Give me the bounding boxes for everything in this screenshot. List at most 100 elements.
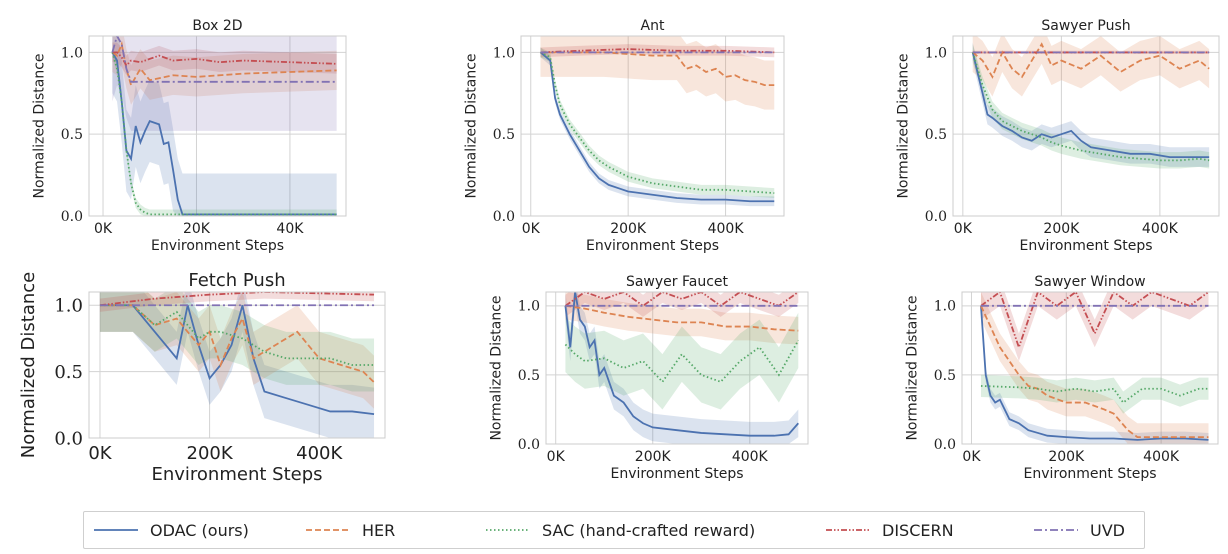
subplot-2: 0K 200K 400K 0.0 0.5 1.0 Environment Steps Norm…	[463, 18, 785, 254]
subplot-title: Sawyer Push	[1041, 18, 1130, 34]
series-line	[99, 292, 375, 307]
x-tick-label: 0K	[94, 221, 113, 237]
x-tick-label: 400K	[1142, 221, 1179, 237]
x-axis-label: Environment Steps	[1019, 238, 1152, 254]
confidence-band	[972, 42, 1210, 167]
legend-label: DISCERN	[882, 521, 954, 540]
subplot-title: Sawyer Window	[1034, 274, 1145, 290]
axes-frame	[545, 291, 809, 445]
confidence-band	[980, 292, 1209, 444]
subplot-title: Fetch Push	[188, 270, 285, 291]
figure-canvas: 0K 20K 40K 0.0 0.5 1.0 Environment Steps Normal…	[18, 18, 1220, 485]
x-tick-label: 20K	[183, 221, 211, 237]
series-line	[99, 304, 375, 416]
series-line	[540, 48, 775, 54]
y-axis-label: Normalized Distance	[18, 272, 39, 459]
confidence-band	[99, 292, 375, 392]
y-tick-label: 0.5	[493, 127, 515, 143]
plot-area	[539, 36, 775, 207]
y-tick-label: 1.0	[493, 45, 515, 61]
x-tick-label: 0K	[954, 221, 973, 237]
subplot-title: Ant	[641, 18, 665, 34]
confidence-band	[980, 374, 1209, 414]
series-line	[565, 304, 799, 332]
legend-item: ODAC (ours)	[94, 521, 249, 540]
series-line	[111, 41, 337, 88]
x-tick-label: 400K	[296, 443, 343, 464]
legend: ODAC (ours) HER SAC (hand-crafted reward) D…	[83, 511, 1145, 549]
legend-item: SAC (hand-crafted reward)	[486, 521, 755, 540]
series-line	[971, 52, 1210, 158]
legend-item: UVD	[1034, 521, 1125, 540]
y-axis-label: Normalized Distance	[463, 53, 479, 198]
series-line	[980, 292, 1210, 351]
legend-label: UVD	[1090, 521, 1125, 540]
y-tick-label: 0.0	[925, 209, 947, 225]
confidence-band	[540, 47, 775, 198]
axes-frame	[952, 35, 1220, 217]
series-line	[99, 304, 375, 383]
x-tick-label: 0K	[88, 443, 112, 464]
x-tick-label: 400K	[732, 449, 769, 465]
x-tick-label: 0K	[547, 449, 566, 465]
series-line	[980, 385, 1209, 404]
series-line	[980, 305, 1209, 438]
series-line	[111, 36, 337, 83]
y-tick-label: 1.0	[54, 296, 83, 317]
x-tick-label: 200K	[187, 443, 234, 464]
y-tick-label: 0.5	[518, 368, 540, 384]
legend-item: HER	[306, 521, 395, 540]
x-axis-label: Environment Steps	[610, 466, 743, 482]
series-line	[971, 52, 1210, 162]
subplot-3: 0K 200K 400K 0.0 0.5 1.0 Environment Steps Norm…	[895, 18, 1220, 254]
legend-label: HER	[362, 521, 395, 540]
y-axis-label: Normalized Distance	[904, 295, 920, 440]
x-tick-label: 0K	[522, 221, 541, 237]
confidence-band	[565, 292, 799, 317]
plot-area	[971, 36, 1210, 169]
x-axis-label: Environment Steps	[1023, 466, 1156, 482]
axes-frame	[88, 35, 347, 217]
confidence-band	[112, 42, 337, 76]
subplot-4: 0K 200K 400K 0.0 0.5 1.0 Environment Steps Norm…	[18, 270, 386, 485]
y-tick-label: 0.0	[61, 209, 83, 225]
confidence-band	[972, 36, 1210, 97]
x-tick-label: 0K	[962, 449, 981, 465]
series-line	[980, 305, 1209, 441]
confidence-band	[980, 292, 1209, 362]
confidence-band	[565, 312, 799, 410]
x-tick-label: 200K	[1043, 221, 1080, 237]
x-axis-label: Environment Steps	[151, 464, 322, 485]
series-line	[112, 51, 337, 67]
y-tick-label: 0.5	[934, 368, 956, 384]
plot-area	[564, 292, 800, 444]
x-tick-label: 40K	[276, 221, 304, 237]
confidence-band	[565, 292, 799, 444]
series-line	[111, 52, 337, 216]
series-line	[972, 42, 1210, 79]
x-tick-label: 400K	[1143, 449, 1180, 465]
y-tick-label: 1.0	[934, 299, 956, 315]
legend-label: ODAC (ours)	[150, 521, 249, 540]
y-tick-label: 0.0	[493, 209, 515, 225]
y-tick-label: 1.0	[61, 45, 83, 61]
series-line	[564, 339, 800, 384]
y-tick-label: 1.0	[925, 45, 947, 61]
subplot-title: Box 2D	[192, 18, 242, 34]
confidence-band	[112, 36, 337, 216]
series-line	[564, 292, 799, 437]
subplot-title: Sawyer Faucet	[626, 274, 729, 290]
plot-area	[980, 292, 1210, 444]
plot-area	[111, 36, 337, 216]
y-tick-label: 0.5	[61, 127, 83, 143]
y-axis-label: Normalized Distance	[895, 53, 911, 198]
y-axis-label: Normalized Distance	[31, 53, 47, 198]
confidence-band	[565, 292, 799, 345]
confidence-band	[540, 36, 775, 110]
x-axis-label: Environment Steps	[586, 238, 719, 254]
x-tick-label: 200K	[610, 221, 647, 237]
confidence-band	[972, 44, 1210, 169]
x-tick-label: 200K	[635, 449, 672, 465]
confidence-band	[112, 36, 337, 105]
y-tick-label: 0.0	[934, 437, 956, 453]
